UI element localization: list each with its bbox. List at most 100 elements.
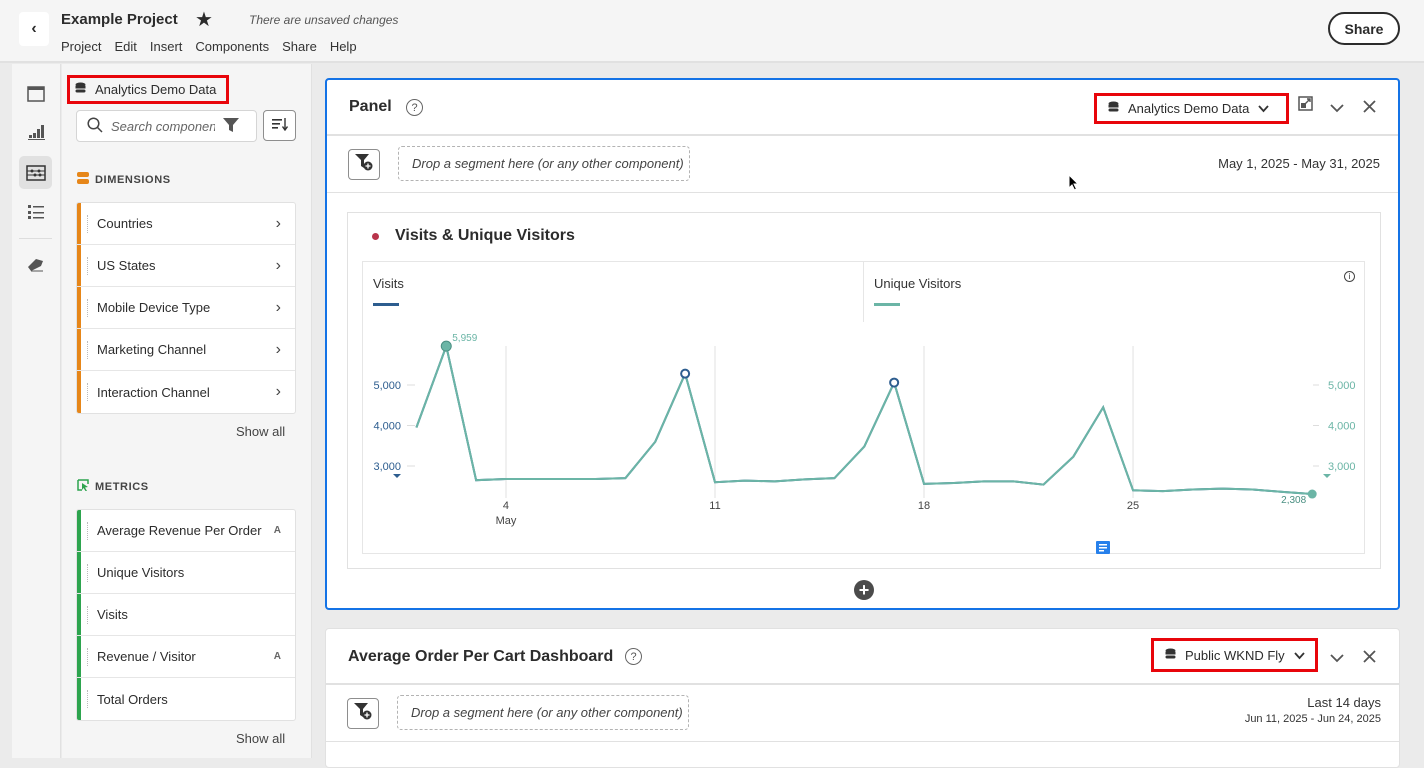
dimensions-icon [77,172,89,187]
menu-insert[interactable]: Insert [149,39,183,54]
collapse-icon[interactable] [1330,98,1344,118]
dimensions-show-all[interactable]: Show all [236,424,286,439]
dimensions-label: DIMENSIONS [95,173,171,186]
chevron-right-icon[interactable]: › [275,256,281,274]
dashboard-panel: Average Order Per Cart Dashboard ? Publi… [325,628,1400,768]
highlight-box [1094,93,1289,124]
legend-swatch [373,303,399,306]
close-icon[interactable] [1363,648,1376,668]
y-tick-label-right: 5,000 [1328,380,1356,392]
segment-drop-zone[interactable]: Drop a segment here (or any other compon… [398,146,690,181]
metric-item[interactable]: Average Revenue Per Order A [77,510,295,552]
metric-item[interactable]: Unique Visitors [77,552,295,594]
help-icon[interactable]: ? [625,648,642,665]
date-range[interactable]: May 1, 2025 - May 31, 2025 [1218,156,1380,171]
search-icon [87,116,103,136]
close-icon[interactable] [1363,98,1376,118]
chevron-left-icon: ‹ [31,20,37,37]
item-label: Marketing Channel [97,342,207,357]
collapse-icon[interactable] [1330,648,1344,668]
add-visualization-button[interactable]: + [854,580,874,600]
help-icon[interactable]: ? [406,99,423,116]
x-tick-label: 25 [1127,500,1139,512]
item-label: Revenue / Visitor [97,649,196,664]
panel-data-source-dropdown[interactable]: Analytics Demo Data [1094,93,1289,124]
legend-visits[interactable]: Visits [363,262,864,322]
dimension-item[interactable]: Countries › [77,203,295,245]
highlight-box [1151,638,1318,672]
line-chart: Visits Unique Visitors i 4 11 18 25 May 3,000… [362,261,1365,554]
legend-swatch [874,303,900,306]
top-bar: ‹ Example Project ★ There are unsaved ch… [0,0,1424,63]
list-icon[interactable] [19,195,52,228]
x-tick-label: 18 [918,500,930,512]
metrics-icon [77,479,89,494]
search-components-input[interactable]: Search components [76,110,257,142]
metric-item[interactable]: Revenue / Visitor A [77,636,295,678]
item-label: Mobile Device Type [97,300,211,315]
plus-icon: + [858,580,870,600]
chevron-right-icon[interactable]: › [275,298,281,316]
date-range[interactable]: Last 14 days Jun 11, 2025 - Jun 24, 2025 [1245,695,1381,725]
y-tick-label-right: 4,000 [1328,421,1356,433]
max-point [440,340,452,352]
add-segment-button[interactable] [347,698,379,729]
dimension-item[interactable]: Interaction Channel › [77,371,295,413]
metrics-label: METRICS [95,480,149,493]
dimension-item[interactable]: US States › [77,245,295,287]
adobe-icon: A [273,525,281,536]
dimensions-header: DIMENSIONS [77,172,171,187]
dimension-item[interactable]: Marketing Channel › [77,329,295,371]
filter-icon[interactable] [223,117,239,136]
y-tick-label-left: 4,000 [373,421,401,433]
chevron-right-icon[interactable]: › [275,383,281,400]
eraser-icon[interactable] [19,248,52,281]
chevron-right-icon[interactable]: › [275,214,281,232]
x-month-label: May [496,515,517,527]
menu-share[interactable]: Share [282,39,317,54]
left-rail [12,64,61,758]
share-button[interactable]: Share [1328,12,1400,45]
chevron-right-icon[interactable]: › [275,340,281,358]
legend-label: Visits [373,276,404,291]
unsaved-status: There are unsaved changes [249,13,399,27]
back-button[interactable]: ‹ [19,12,49,46]
data-source-name[interactable]: Analytics Demo Data [67,75,229,104]
maximize-icon[interactable] [1298,96,1313,116]
legend-label: Unique Visitors [874,276,962,291]
panel-data-source-dropdown[interactable]: Public WKND Fly [1151,638,1318,672]
menu-edit[interactable]: Edit [114,39,137,54]
metrics-header: METRICS [77,479,149,494]
data-point [680,368,691,379]
project-title[interactable]: Example Project [61,11,178,28]
data-source-label: Analytics Demo Data [1128,101,1250,116]
y-tick-label-left: 3,000 [373,461,401,473]
legend-unique-visitors[interactable]: Unique Visitors [864,262,1354,322]
segment-drop-zone[interactable]: Drop a segment here (or any other compon… [397,695,689,730]
viz-title-text[interactable]: Visits & Unique Visitors [395,227,575,244]
item-label: Average Revenue Per Order [97,523,262,538]
visualizations-icon[interactable] [19,115,52,148]
panel-title[interactable]: Average Order Per Cart Dashboard [348,648,614,665]
annotation-note-icon [1096,541,1110,554]
chart-svg: 4 11 18 25 May 3,000 3,000 4,000 4,000 5,000 5,000… [373,333,1356,554]
mouse-cursor [1068,174,1080,191]
data-point [889,377,900,388]
star-icon[interactable]: ★ [195,9,213,31]
components-icon[interactable] [19,156,52,189]
adobe-icon: A [273,651,281,662]
dimension-item[interactable]: Mobile Device Type › [77,287,295,329]
metrics-show-all[interactable]: Show all [236,731,286,746]
series-line-visits [415,342,1313,496]
panel-title[interactable]: Panel [349,98,392,115]
menu-components[interactable]: Components [195,39,270,54]
menu-help[interactable]: Help [329,39,357,54]
sort-button[interactable] [263,110,296,141]
metric-item[interactable]: Total Orders [77,678,295,720]
metric-item[interactable]: Visits [77,594,295,636]
info-icon[interactable]: i [1344,271,1355,282]
menu-project[interactable]: Project [61,39,102,54]
panels-icon[interactable] [19,77,52,110]
y-tick-label-right: 3,000 [1328,461,1356,473]
add-segment-button[interactable] [348,149,380,180]
